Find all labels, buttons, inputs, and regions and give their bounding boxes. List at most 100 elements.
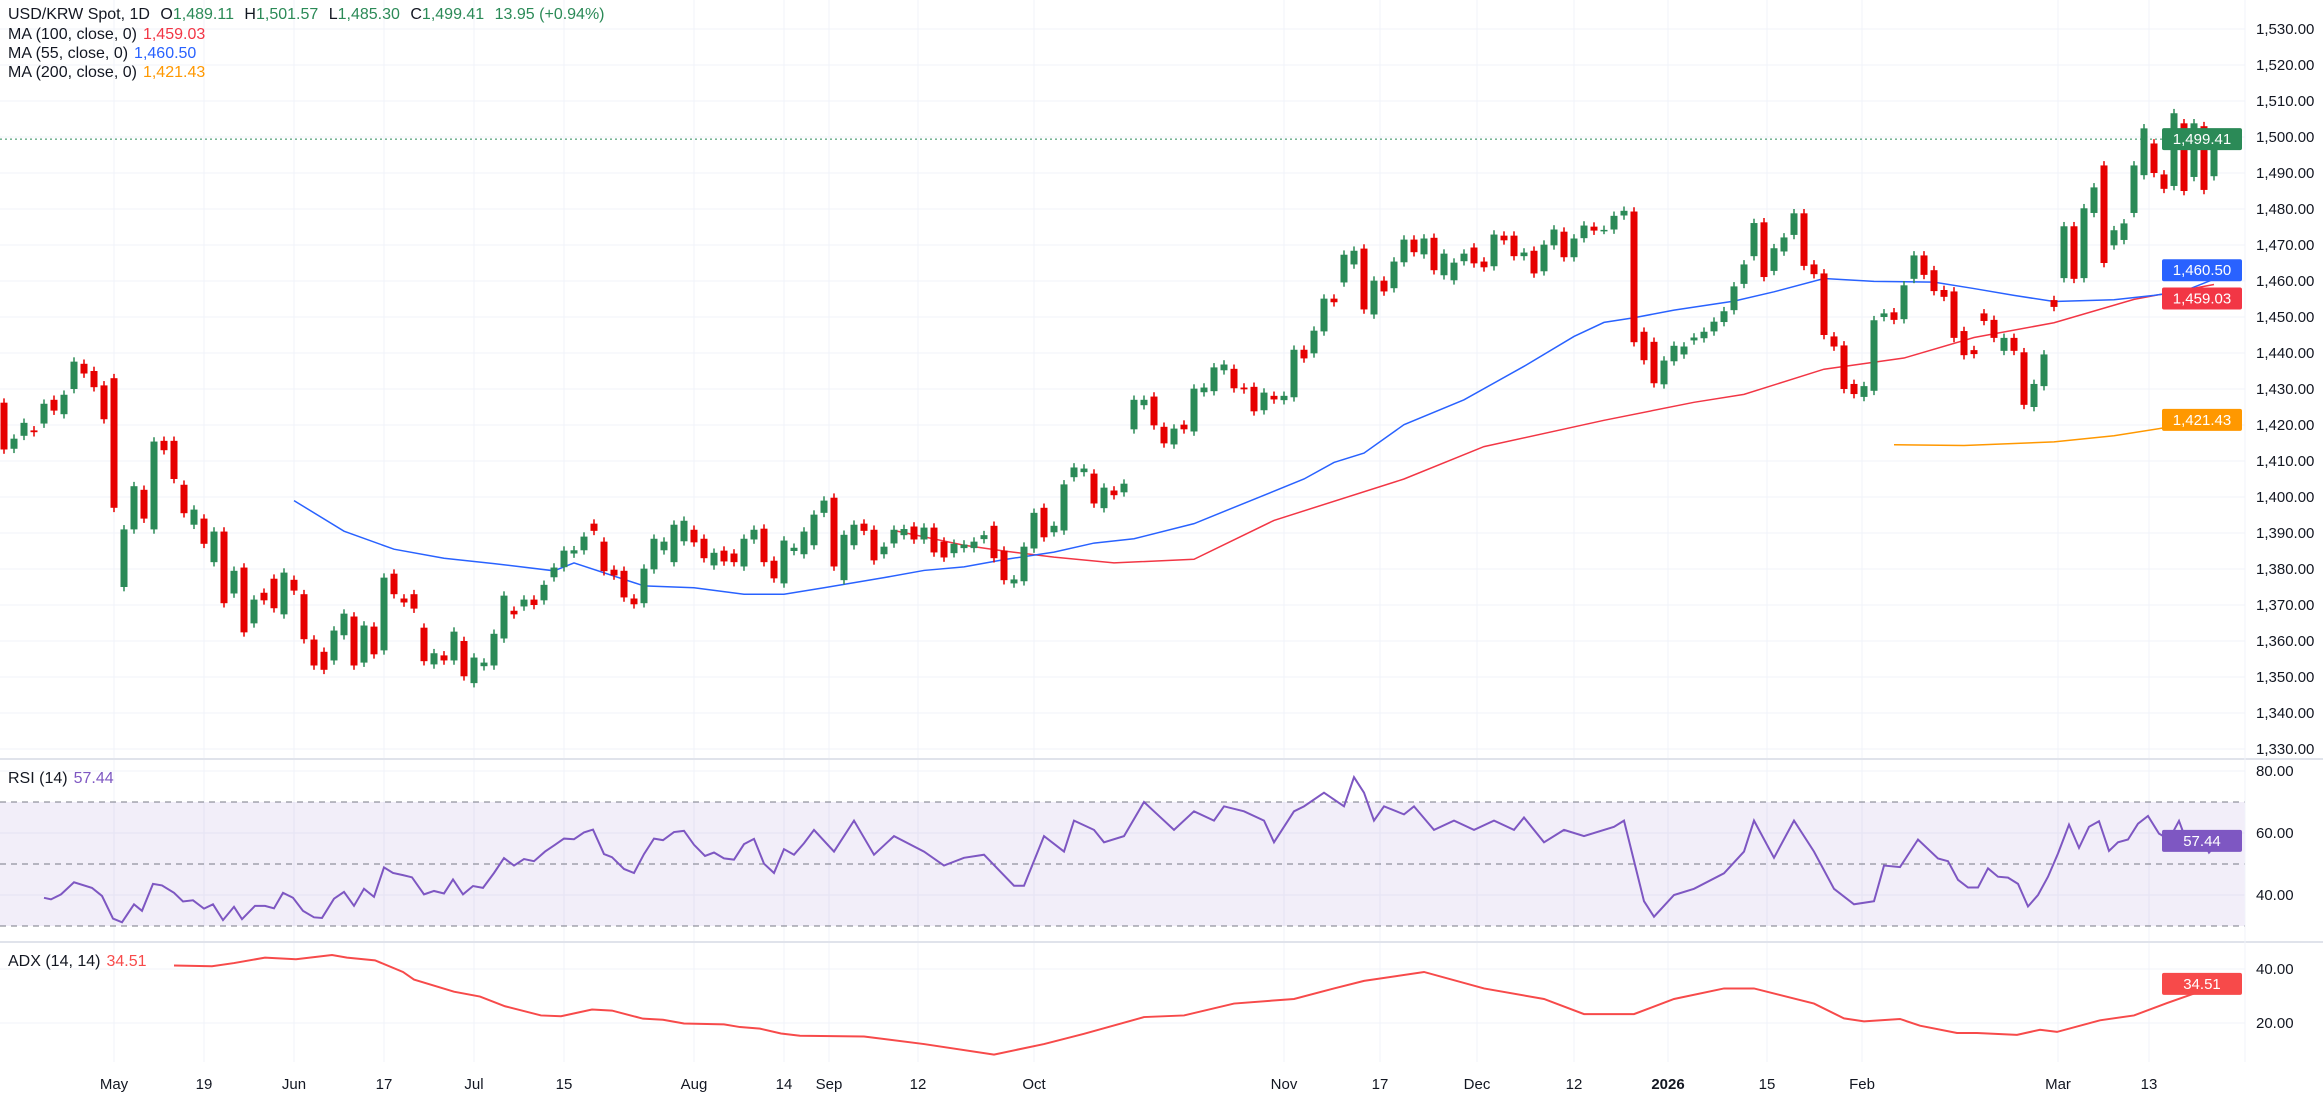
candle-body xyxy=(1710,321,1718,332)
candle-body xyxy=(1890,312,1898,320)
last-price-badge-label: 1,499.41 xyxy=(2173,131,2231,148)
candle-body xyxy=(520,599,528,607)
candle-body xyxy=(1610,215,1618,230)
candle-body xyxy=(330,630,338,661)
candle-body xyxy=(290,579,298,591)
candle-body xyxy=(20,422,28,436)
candle-body xyxy=(1510,235,1518,257)
candle-body xyxy=(1360,248,1368,310)
candle-body xyxy=(10,438,18,449)
candle-body xyxy=(1500,235,1508,241)
candle-body xyxy=(310,639,318,666)
date-tick-label: Oct xyxy=(1022,1076,1046,1093)
price-tick-label: 1,440.00 xyxy=(2256,345,2314,362)
candle-body xyxy=(270,578,278,609)
candle-body xyxy=(1070,467,1078,478)
candle-body xyxy=(1330,298,1338,303)
candle-body xyxy=(350,616,358,666)
candle-body xyxy=(2040,354,2048,387)
candle-body xyxy=(410,594,418,609)
legend-ma55[interactable]: MA (55, close, 0) 1,460.50 xyxy=(8,45,197,62)
candle-body xyxy=(440,655,448,661)
candle-body xyxy=(1670,345,1678,362)
candle-body xyxy=(1790,213,1798,235)
candle-body xyxy=(2210,139,2218,177)
candle-body xyxy=(1490,234,1498,267)
date-tick-label: Sep xyxy=(816,1076,843,1093)
ma200-badge-label: 1,421.43 xyxy=(2173,412,2231,429)
candle-body xyxy=(1000,550,1008,581)
candle-body xyxy=(1560,231,1568,258)
candle-body xyxy=(1730,286,1738,311)
candle-body xyxy=(90,371,98,388)
candle-body xyxy=(170,440,178,479)
price-tick-label: 1,450.00 xyxy=(2256,309,2314,326)
candle-body xyxy=(2190,123,2198,177)
candle-body xyxy=(1380,280,1388,292)
candle-body xyxy=(2090,187,2098,213)
candle-body xyxy=(510,610,518,615)
candle-body xyxy=(550,567,558,578)
candle-body xyxy=(1250,386,1258,412)
candle-body xyxy=(1210,367,1218,392)
candle-body xyxy=(1300,349,1308,359)
candle-body xyxy=(1920,255,1928,275)
candle-body xyxy=(1590,226,1598,231)
ohlc-high: H1,501.57 xyxy=(244,6,319,23)
ma100-line xyxy=(893,283,2215,564)
candle-body xyxy=(1270,395,1278,400)
candle-body xyxy=(1060,484,1068,531)
price-tick-label: 1,330.00 xyxy=(2256,741,2314,758)
legend-ma200[interactable]: MA (200, close, 0) 1,421.43 xyxy=(8,64,206,81)
candle-body xyxy=(610,569,618,576)
candle-body xyxy=(190,509,198,525)
candle-body xyxy=(890,529,898,544)
candle-body xyxy=(640,568,648,604)
indicator-badge-label: 57.44 xyxy=(2183,833,2221,850)
legend-adx[interactable]: ADX (14, 14) 34.51 xyxy=(8,953,147,970)
candle-body xyxy=(1420,238,1428,255)
moving-averages xyxy=(293,277,2215,595)
candle-body xyxy=(880,546,888,555)
legend-ma100[interactable]: MA (100, close, 0) 1,459.03 xyxy=(8,26,206,43)
candle-body xyxy=(1170,428,1178,445)
adx-tick-label: 40.00 xyxy=(2256,961,2294,978)
axes[interactable]: 1,330.00 1,340.00 1,350.00 1,360.00 1,370.00… xyxy=(100,21,2315,1093)
candle-body xyxy=(390,573,398,595)
candle-body xyxy=(1840,345,1848,389)
candle-body xyxy=(210,531,218,563)
price-tick-label: 1,400.00 xyxy=(2256,489,2314,506)
candle-body xyxy=(700,538,708,559)
price-tick-label: 1,490.00 xyxy=(2256,165,2314,182)
ma55-line xyxy=(293,277,2215,595)
candle-body xyxy=(720,550,728,562)
legend-rsi[interactable]: RSI (14) 57.44 xyxy=(8,770,114,787)
date-tick-label: 17 xyxy=(376,1076,393,1093)
candle-body xyxy=(1540,244,1548,272)
date-tick-label: Feb xyxy=(1849,1076,1875,1093)
date-tick-label: Aug xyxy=(681,1076,708,1093)
candle-body xyxy=(1470,247,1478,264)
candle-body xyxy=(980,535,988,540)
adx-tick-label: 20.00 xyxy=(2256,1015,2294,1032)
candle-body xyxy=(860,523,868,531)
candle-body xyxy=(2070,226,2078,279)
price-tick-label: 1,360.00 xyxy=(2256,633,2314,650)
candle-body xyxy=(1040,507,1048,538)
date-tick-label: 12 xyxy=(910,1076,927,1093)
candle-body xyxy=(1650,341,1658,384)
candle-body xyxy=(1480,261,1488,268)
indicator-badge xyxy=(2162,972,2242,995)
candle-body xyxy=(1050,525,1058,533)
candle-body xyxy=(590,523,598,531)
candle-body xyxy=(670,524,678,563)
candle-body xyxy=(1680,346,1688,355)
candle-body xyxy=(820,500,828,513)
date-tick-label: 15 xyxy=(1759,1076,1776,1093)
candle-body xyxy=(940,541,948,558)
indicator-badge xyxy=(2162,829,2242,852)
candle-body xyxy=(660,541,668,551)
candle-body xyxy=(1110,490,1118,496)
candle-body xyxy=(1910,255,1918,279)
